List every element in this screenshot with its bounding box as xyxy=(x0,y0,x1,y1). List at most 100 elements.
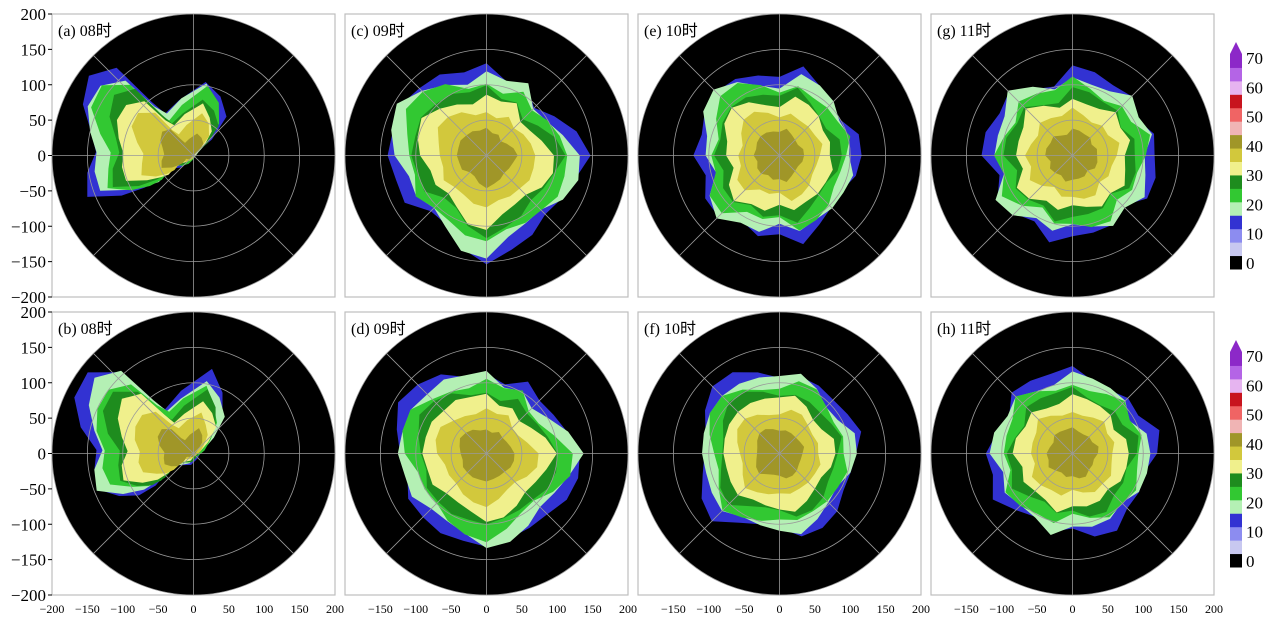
colorbar-tick-label: 30 xyxy=(1246,166,1263,185)
x-tick-label: 150 xyxy=(877,602,895,616)
panel-label: (c) 09时 xyxy=(351,22,405,40)
echo-40dbz xyxy=(459,429,515,482)
colorbar-swatch xyxy=(1230,540,1242,555)
y-tick-label: 0 xyxy=(38,445,47,464)
radar-panel: (c) 09时 xyxy=(344,13,629,298)
x-tick-label: 100 xyxy=(255,602,273,616)
x-tick-label: 50 xyxy=(1102,602,1114,616)
radar-panel: (d) 09时 xyxy=(344,311,629,596)
colorbar-tick-label: 20 xyxy=(1246,493,1263,512)
colorbar-swatch xyxy=(1230,459,1242,474)
x-tick-label: −150 xyxy=(661,602,686,616)
x-tick-label: 200 xyxy=(912,602,930,616)
colorbar-swatch xyxy=(1230,419,1242,434)
colorbar: 70 60 50 40 30 20 10 0 xyxy=(1230,42,1263,273)
y-tick-label: 200 xyxy=(21,5,47,24)
x-tick-label: 50 xyxy=(809,602,821,616)
colorbar-tick-label: 30 xyxy=(1246,464,1263,483)
colorbars-layer: 70 60 50 40 30 20 10 0 70 60 50 40 30 20 10 0 xyxy=(1230,42,1263,571)
azimuth-spoke xyxy=(93,353,294,554)
colorbar-tick-label: 60 xyxy=(1246,376,1263,395)
colorbar-swatch xyxy=(1230,378,1242,393)
x-tick-label: 150 xyxy=(584,602,602,616)
x-tick-label: 0 xyxy=(777,602,783,616)
x-tick-label: 100 xyxy=(841,602,859,616)
colorbar-swatch xyxy=(1230,94,1242,109)
colorbar-swatch xyxy=(1230,432,1242,447)
colorbar-swatch xyxy=(1230,553,1242,568)
radar-panel: (b) 08时 xyxy=(51,311,336,596)
azimuth-spoke xyxy=(386,55,587,256)
colorbar-swatch xyxy=(1230,352,1242,366)
x-tick-label: −100 xyxy=(110,602,135,616)
radar-panel: (e) 10时 xyxy=(637,13,922,298)
colorbar-swatch xyxy=(1230,54,1242,68)
colorbar-tick-label: 0 xyxy=(1246,552,1255,571)
colorbar-tick-label: 20 xyxy=(1246,195,1263,214)
panel-label: (a) 08时 xyxy=(58,22,112,40)
colorbar-swatch xyxy=(1230,201,1242,216)
x-tick-label: 0 xyxy=(484,602,490,616)
colorbar-swatch xyxy=(1230,134,1242,149)
colorbar-swatch xyxy=(1230,472,1242,487)
colorbar-swatch xyxy=(1230,526,1242,541)
radar-panel: (h) 11时 xyxy=(930,311,1215,596)
colorbar-tick-label: 70 xyxy=(1246,347,1263,366)
y-tick-label: −50 xyxy=(19,182,46,201)
radar-panel: (f) 10时 xyxy=(637,311,922,596)
colorbar-extend-arrow xyxy=(1230,340,1242,352)
colorbar-swatch xyxy=(1230,405,1242,420)
x-tick-label: −50 xyxy=(442,602,461,616)
x-tick-label: 200 xyxy=(1205,602,1223,616)
x-tick-label: −200 xyxy=(40,602,65,616)
x-tick-label: −100 xyxy=(989,602,1014,616)
x-tick-label: 200 xyxy=(326,602,344,616)
panel-label: (b) 08时 xyxy=(58,320,113,338)
y-tick-label: −50 xyxy=(19,480,46,499)
colorbar-swatch xyxy=(1230,228,1242,243)
colorbar-swatch xyxy=(1230,107,1242,122)
colorbar-swatch xyxy=(1230,148,1242,162)
y-tick-label: −150 xyxy=(11,253,46,272)
radar-panel: (a) 08时 xyxy=(51,13,336,298)
x-tick-label: 150 xyxy=(1170,602,1188,616)
x-tick-label: 50 xyxy=(223,602,235,616)
colorbar-swatch xyxy=(1230,499,1242,514)
colorbar-swatch xyxy=(1230,174,1242,189)
y-tick-label: 150 xyxy=(21,338,47,357)
colorbar-tick-label: 50 xyxy=(1246,108,1263,127)
colorbar-swatch xyxy=(1230,121,1242,136)
x-tick-label: −100 xyxy=(696,602,721,616)
x-tick-label: −50 xyxy=(1028,602,1047,616)
y-tick-label: −200 xyxy=(11,288,46,307)
colorbar-swatch xyxy=(1230,392,1242,407)
colorbar-swatch xyxy=(1230,242,1242,257)
x-tick-label: 50 xyxy=(516,602,528,616)
colorbar-tick-label: 70 xyxy=(1246,49,1263,68)
panel-label: (g) 11时 xyxy=(937,22,991,40)
colorbar-tick-label: 60 xyxy=(1246,78,1263,97)
y-tick-label: −100 xyxy=(11,217,46,236)
azimuth-spoke xyxy=(386,353,587,554)
radar-panel: (g) 11时 xyxy=(930,13,1215,298)
panel-label: (h) 11时 xyxy=(937,320,991,338)
y-tick-label: 50 xyxy=(29,409,46,428)
colorbar-extend-arrow xyxy=(1230,42,1242,54)
x-tick-label: 200 xyxy=(619,602,637,616)
y-tick-label: 100 xyxy=(21,76,47,95)
x-tick-label: 100 xyxy=(548,602,566,616)
y-tick-label: 200 xyxy=(21,303,47,322)
y-tick-label: 0 xyxy=(38,147,47,166)
colorbar-swatch xyxy=(1230,215,1242,230)
colorbar-swatch xyxy=(1230,365,1242,380)
panels-layer: (a) 08时 (c) 09时 (e) 10时 (g) 11时 (b) 08时 (d) 0… xyxy=(51,13,1215,596)
colorbar-tick-label: 10 xyxy=(1246,523,1263,542)
colorbar-tick-label: 40 xyxy=(1246,137,1263,156)
colorbar-swatch xyxy=(1230,446,1242,460)
x-tick-label: −150 xyxy=(954,602,979,616)
y-tick-label: 100 xyxy=(21,374,47,393)
echo-40dbz xyxy=(160,129,204,168)
x-tick-label: −150 xyxy=(368,602,393,616)
x-tick-label: 0 xyxy=(1070,602,1076,616)
